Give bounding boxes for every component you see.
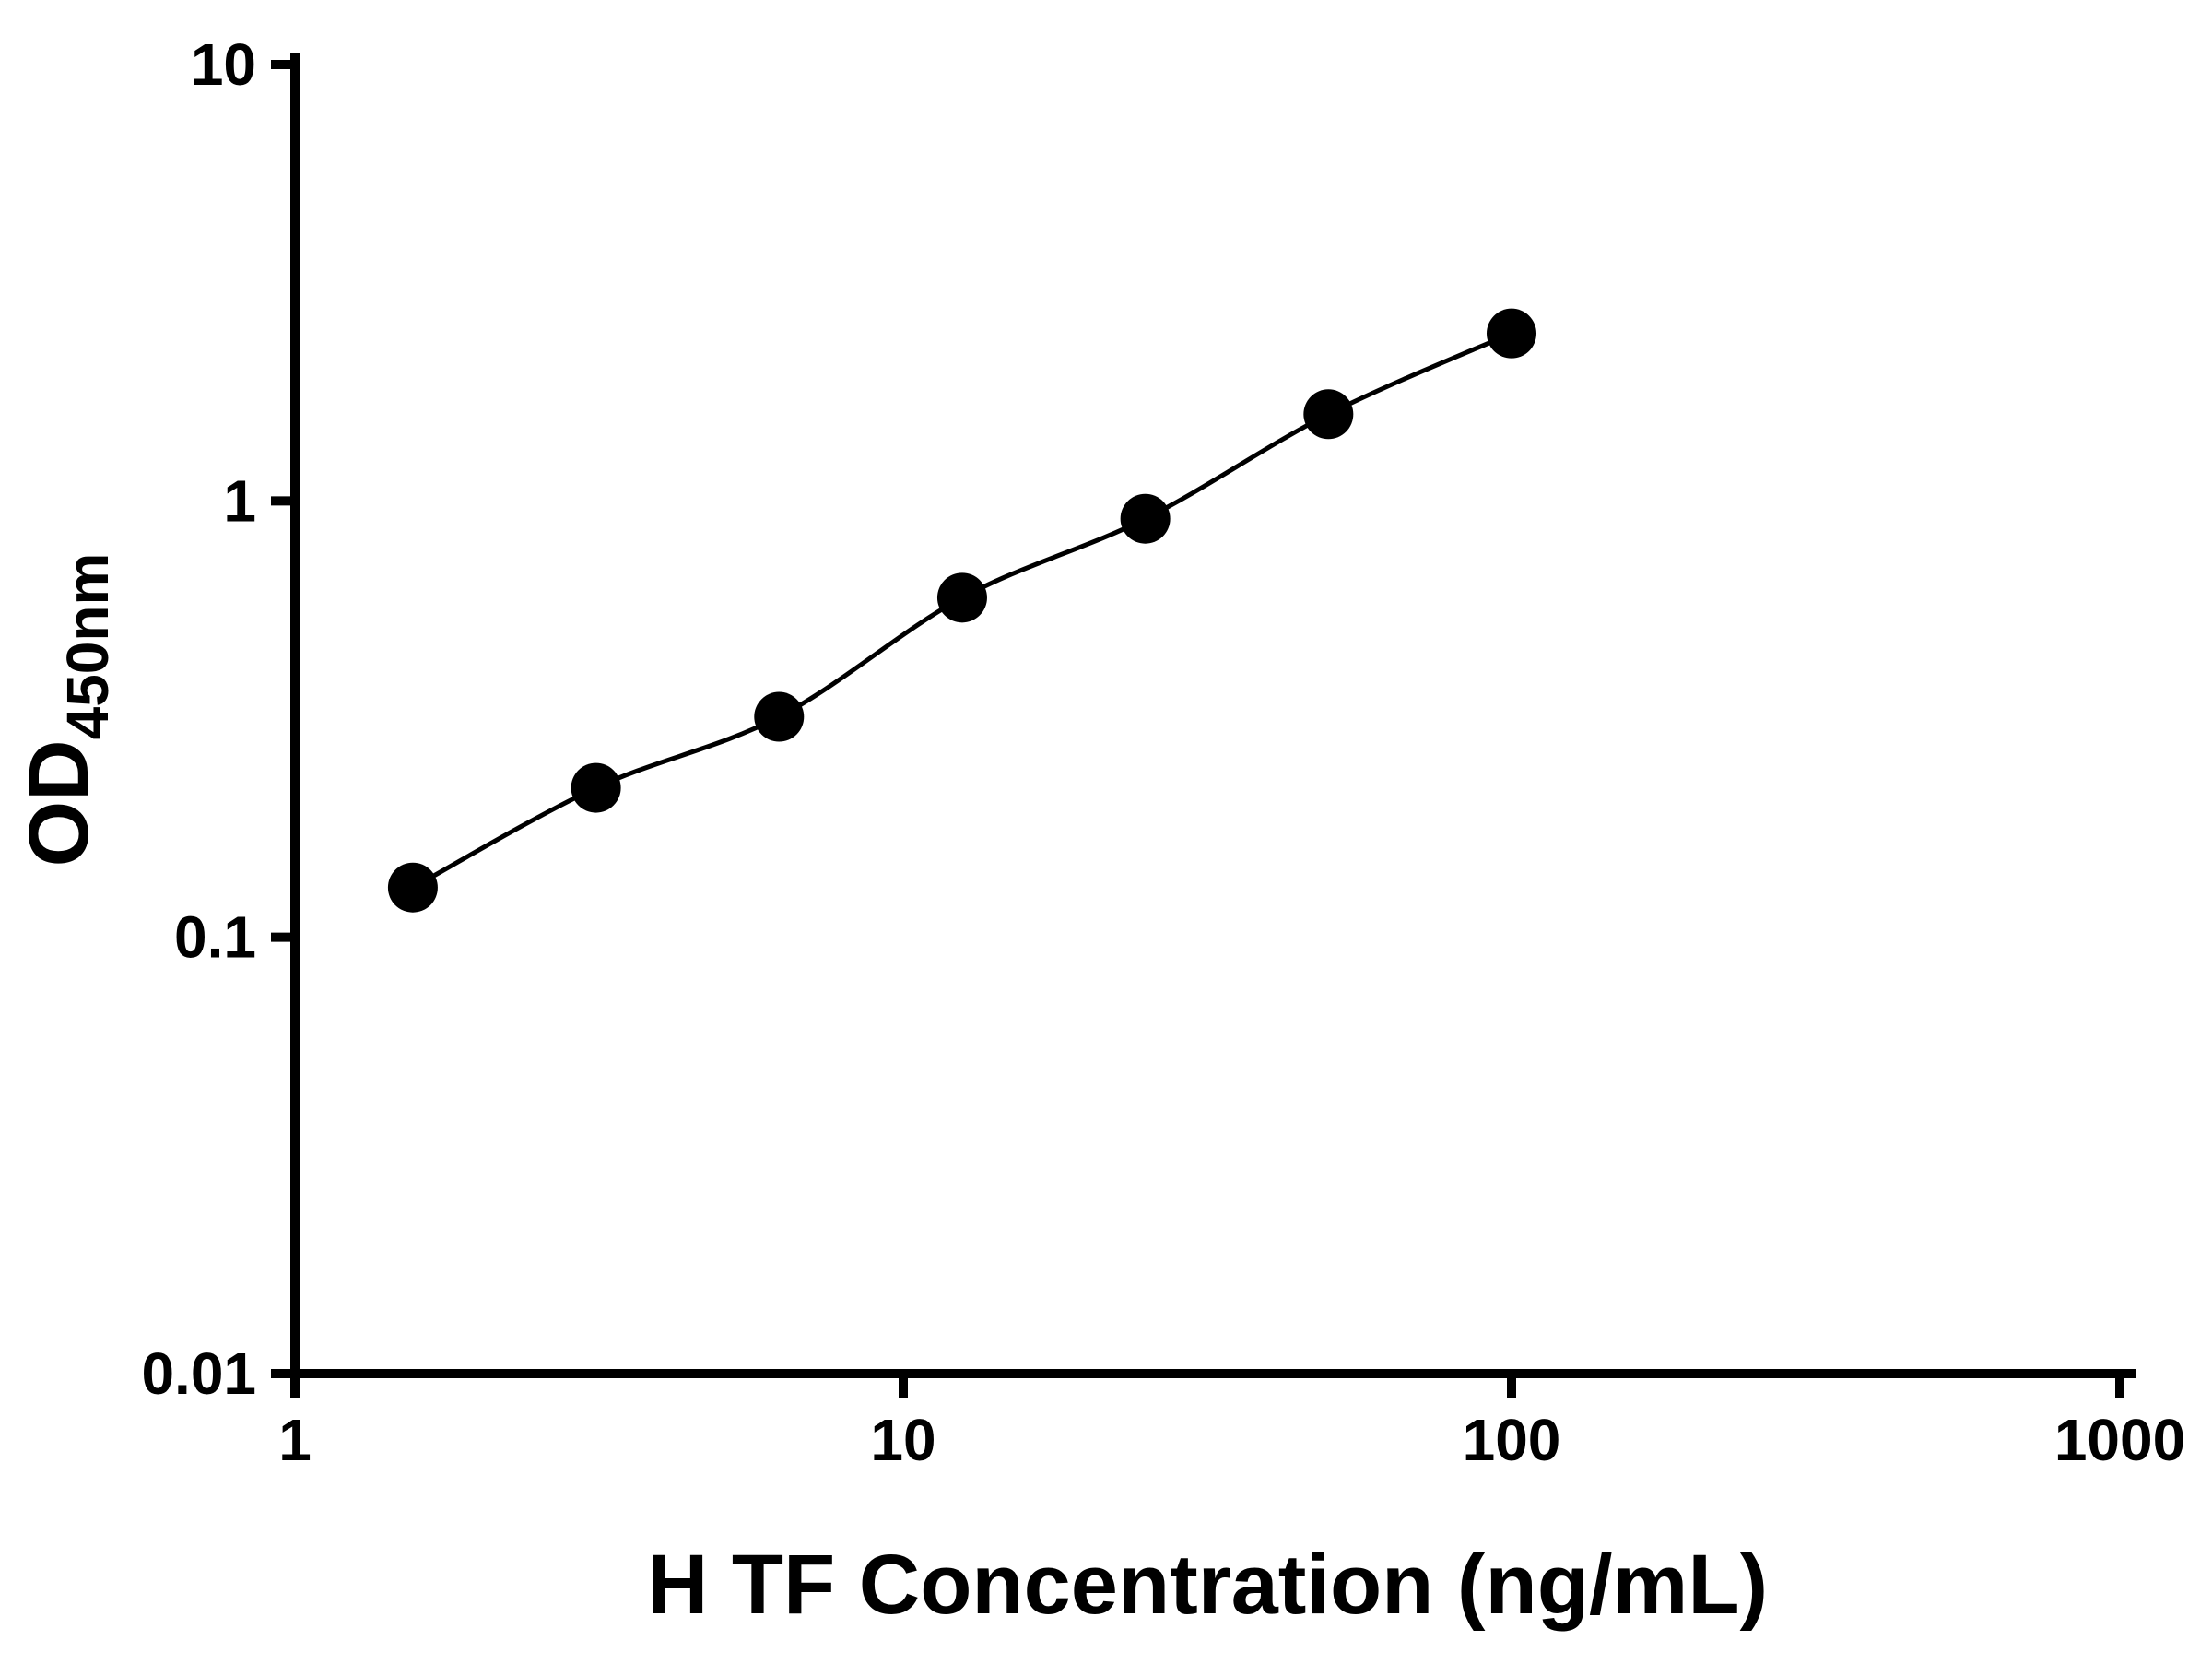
series-layer [387,308,1536,913]
y-tick-label: 10 [191,31,256,98]
data-point-marker [1487,308,1536,359]
x-tick-label: 1 [278,1407,312,1473]
x-tick-label: 1000 [2054,1407,2185,1473]
x-tick-label: 10 [870,1407,935,1473]
x-axis-title: H TF Concentration (ng/mL) [647,1538,1768,1632]
axis-spine [290,53,2136,1378]
y-tick-label: 0.1 [174,904,256,971]
data-point-marker [387,862,438,913]
tick-labels-layer: 1 10 100 1000 0.01 0.1 1 10 [141,31,2185,1473]
y-tick-label: 0.01 [141,1340,256,1407]
ticks-layer [271,60,2124,1398]
y-axis-title-main: OD [12,739,106,867]
x-tick-label: 100 [1463,1407,1561,1473]
data-point-marker [571,762,621,813]
axes-layer [290,53,2136,1378]
data-point-marker [1120,493,1171,544]
data-point-marker [1303,389,1354,440]
y-axis-title-subscript: 450nm [54,553,121,740]
y-axis-title: OD450nm [12,553,121,867]
data-point-marker [754,691,805,742]
data-point-marker [936,572,987,623]
y-tick-label: 1 [223,467,256,534]
